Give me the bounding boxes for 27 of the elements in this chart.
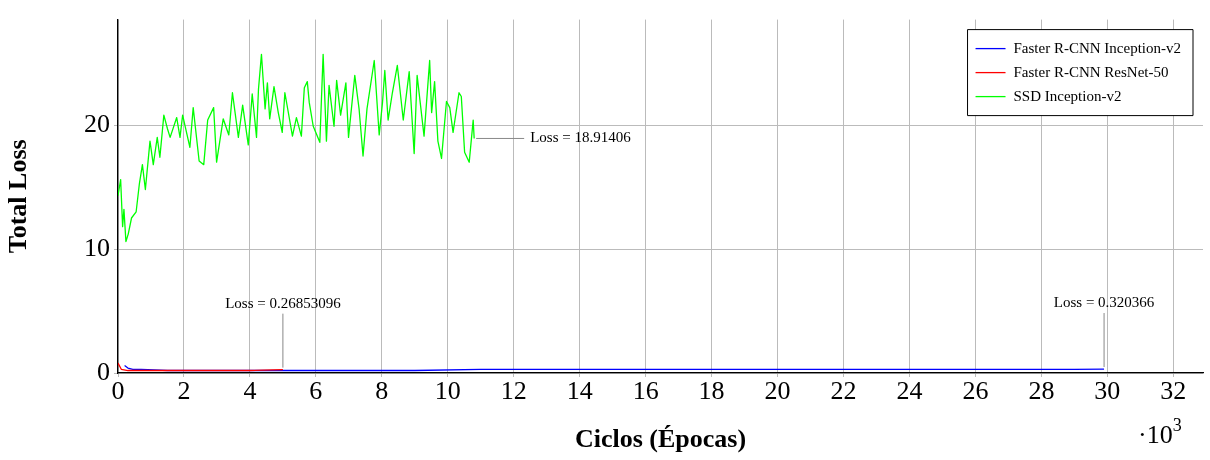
y-tick-label: 0 (97, 356, 110, 386)
x-tick-label: 10 (434, 376, 461, 406)
legend-label: SSD Inception-v2 (1013, 87, 1122, 104)
annotation: Loss = 0.320366 (1053, 294, 1155, 311)
legend-label: Faster R-CNN ResNet-50 (1013, 63, 1169, 80)
x-tick-label: 22 (830, 376, 857, 406)
x-tick-label: 6 (309, 376, 323, 406)
x-tick-label: 30 (1094, 376, 1121, 406)
x-tick-label: 24 (896, 376, 923, 406)
x-tick-label: 4 (243, 376, 257, 406)
x-tick-label: 20 (764, 376, 791, 406)
x-tick-label: 14 (566, 376, 593, 406)
x-tick-label: 2 (177, 376, 191, 406)
y-axis-title: Total Loss (3, 139, 33, 254)
x-tick-label: 12 (500, 376, 527, 406)
x-tick-label: 28 (1028, 376, 1055, 406)
x-axis-title: Ciclos (Épocas) (574, 424, 747, 454)
y-tick-label: 20 (84, 108, 110, 138)
x-tick-label: 32 (1160, 376, 1187, 406)
y-tick-label: 10 (84, 232, 110, 262)
x-tick-label: 16 (632, 376, 659, 406)
annotation: Loss = 0.26853096 (225, 294, 342, 311)
x-tick-label: 26 (962, 376, 989, 406)
annotation: Loss = 18.91406 (530, 129, 632, 146)
x-tick-label: 8 (375, 376, 389, 406)
x-tick-label: 18 (698, 376, 725, 406)
legend-label: Faster R-CNN Inception-v2 (1013, 39, 1181, 56)
